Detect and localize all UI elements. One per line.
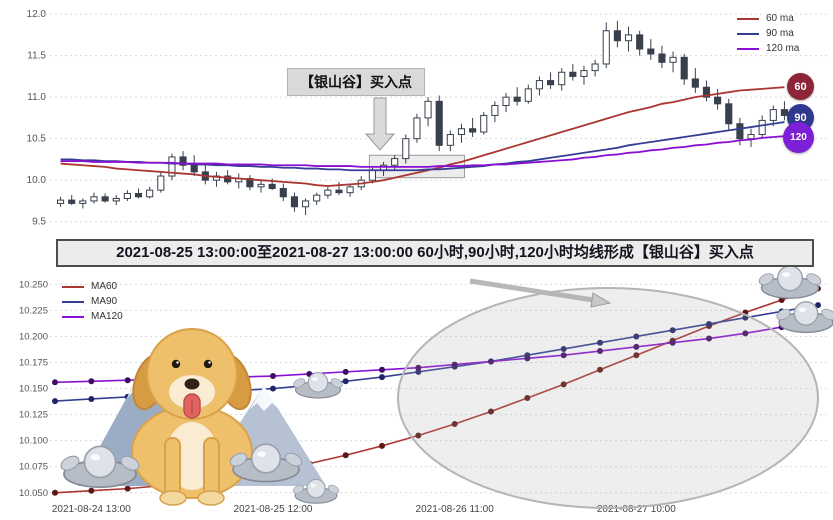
ma90-line-icon bbox=[62, 300, 84, 303]
svg-text:10.175: 10.175 bbox=[19, 358, 48, 369]
legend-item-90ma: 90 ma bbox=[737, 28, 799, 39]
svg-text:10.150: 10.150 bbox=[19, 384, 48, 395]
silver-ingot-icon bbox=[229, 443, 303, 483]
ma90-line-icon bbox=[737, 32, 759, 35]
top-ma-line-60ma bbox=[60, 86, 785, 187]
candlestick-series bbox=[57, 20, 788, 216]
ma60-line-icon bbox=[62, 285, 84, 288]
legend-item-120ma: 120 ma bbox=[737, 43, 799, 54]
svg-text:11.5: 11.5 bbox=[27, 51, 46, 62]
svg-text:9.5: 9.5 bbox=[32, 217, 46, 228]
legend-item-60ma: 60 ma bbox=[737, 13, 799, 24]
silver-ingot-icon bbox=[292, 478, 340, 504]
bottom-grid: 10.050 10.075 10.100 10.125 10.150 10.175 10.2… bbox=[19, 279, 828, 515]
ma120-end-badge: 120 bbox=[783, 122, 814, 153]
annotation-down-arrow-icon bbox=[364, 97, 396, 151]
svg-text:12.0: 12.0 bbox=[27, 9, 47, 20]
svg-text:2021-08-25 12:00: 2021-08-25 12:00 bbox=[234, 504, 313, 515]
signal-banner: 2021-08-25 13:00:00至2021-08-27 13:00:00 … bbox=[56, 239, 814, 267]
legend-label-60ma: 60 ma bbox=[766, 13, 794, 24]
legend-label-ma90: MA90 bbox=[91, 296, 118, 307]
banner-to-ellipse-arrow-icon bbox=[469, 278, 612, 308]
top-ma-line-120ma bbox=[60, 135, 785, 168]
ma60-end-badge: 60 bbox=[787, 73, 814, 100]
svg-text:11.0: 11.0 bbox=[27, 92, 46, 103]
crossing-zone-ellipse bbox=[397, 287, 819, 509]
top-chart-legend: 60 ma 90 ma 120 ma bbox=[737, 13, 799, 54]
svg-text:10.075: 10.075 bbox=[19, 462, 48, 473]
ma120-line-icon bbox=[737, 47, 759, 50]
svg-text:10.0: 10.0 bbox=[27, 175, 47, 186]
svg-text:10.125: 10.125 bbox=[19, 410, 48, 421]
legend-label-ma120: MA120 bbox=[91, 311, 123, 322]
svg-text:2021-08-24 13:00: 2021-08-24 13:00 bbox=[52, 504, 131, 515]
legend-item-ma60: MA60 bbox=[62, 281, 123, 292]
legend-label-120ma: 120 ma bbox=[766, 43, 800, 54]
svg-text:2021-08-26 11:00: 2021-08-26 11:00 bbox=[416, 504, 495, 515]
svg-text:10.225: 10.225 bbox=[19, 305, 48, 316]
legend-item-ma90: MA90 bbox=[62, 296, 123, 307]
ma120-line-icon bbox=[62, 315, 84, 318]
svg-text:10.5: 10.5 bbox=[27, 134, 47, 145]
legend-label-ma60: MA60 bbox=[91, 281, 118, 292]
bottom-chart-legend: MA60 MA90 MA120 bbox=[62, 281, 123, 322]
buy-point-annotation: 【银山谷】买入点 bbox=[287, 68, 425, 96]
ma60-line-icon bbox=[737, 17, 759, 20]
svg-text:10.050: 10.050 bbox=[19, 488, 48, 499]
silver-ingot-icon bbox=[776, 301, 833, 334]
golden-retriever-dog-illustration bbox=[131, 328, 253, 506]
svg-text:10.250: 10.250 bbox=[19, 279, 48, 290]
silver-ingot-icon bbox=[60, 445, 140, 489]
silver-ingot-icon bbox=[758, 265, 822, 299]
svg-text:10.100: 10.100 bbox=[19, 436, 48, 447]
silver-ingot-icon bbox=[293, 371, 343, 399]
legend-label-90ma: 90 ma bbox=[766, 28, 794, 39]
legend-item-ma120: MA120 bbox=[62, 311, 123, 322]
svg-text:10.200: 10.200 bbox=[19, 331, 48, 342]
top-grid: 9.5 10.0 10.5 11.0 11.5 12.0 bbox=[27, 9, 828, 228]
svg-text:2021-08-27 10:00: 2021-08-27 10:00 bbox=[597, 504, 676, 515]
